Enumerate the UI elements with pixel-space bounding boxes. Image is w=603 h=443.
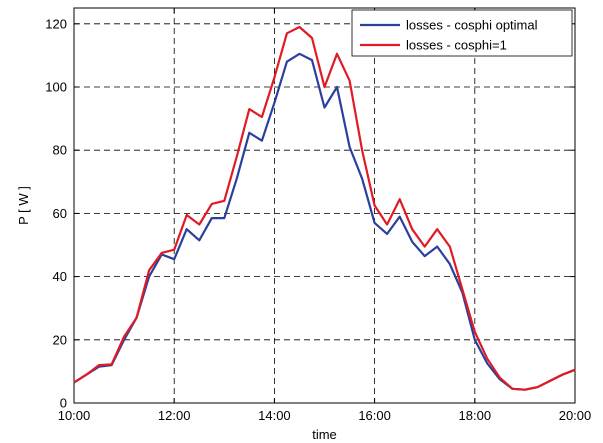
legend-label: losses - cosphi optimal [406,18,538,33]
legend-box [351,9,573,57]
legend: losses - cosphi optimal losses - cosphi=1 [351,9,573,57]
x-tick-label: 14:00 [258,408,291,423]
series-lines [73,25,576,391]
axes: 10:00 12:00 14:00 16:00 18:00 20:00 0 20 40 60 80 1… [45,7,592,423]
grid [74,8,575,403]
series-line-2 [73,25,576,391]
x-tick-label: 12:00 [158,408,191,423]
y-tick-label: 100 [45,80,67,95]
y-tick-label: 60 [53,206,67,221]
y-tick-label: 0 [60,396,67,411]
y-tick-label: 80 [53,143,67,158]
plot-frame [73,7,576,404]
x-tick-label: 18:00 [459,408,492,423]
series-line-1 [73,52,576,391]
y-axis-label: P [ W ] [16,186,31,225]
plot-area [74,8,575,403]
legend-label: losses - cosphi=1 [406,38,507,53]
x-tick-label: 10:00 [58,408,91,423]
y-tick-label: 20 [53,332,67,347]
x-axis-label: time [312,427,337,442]
x-tick-label: 16:00 [358,408,391,423]
y-tick-label: 120 [45,16,67,31]
x-tick-label: 20:00 [559,408,592,423]
y-tick-label: 40 [53,269,67,284]
